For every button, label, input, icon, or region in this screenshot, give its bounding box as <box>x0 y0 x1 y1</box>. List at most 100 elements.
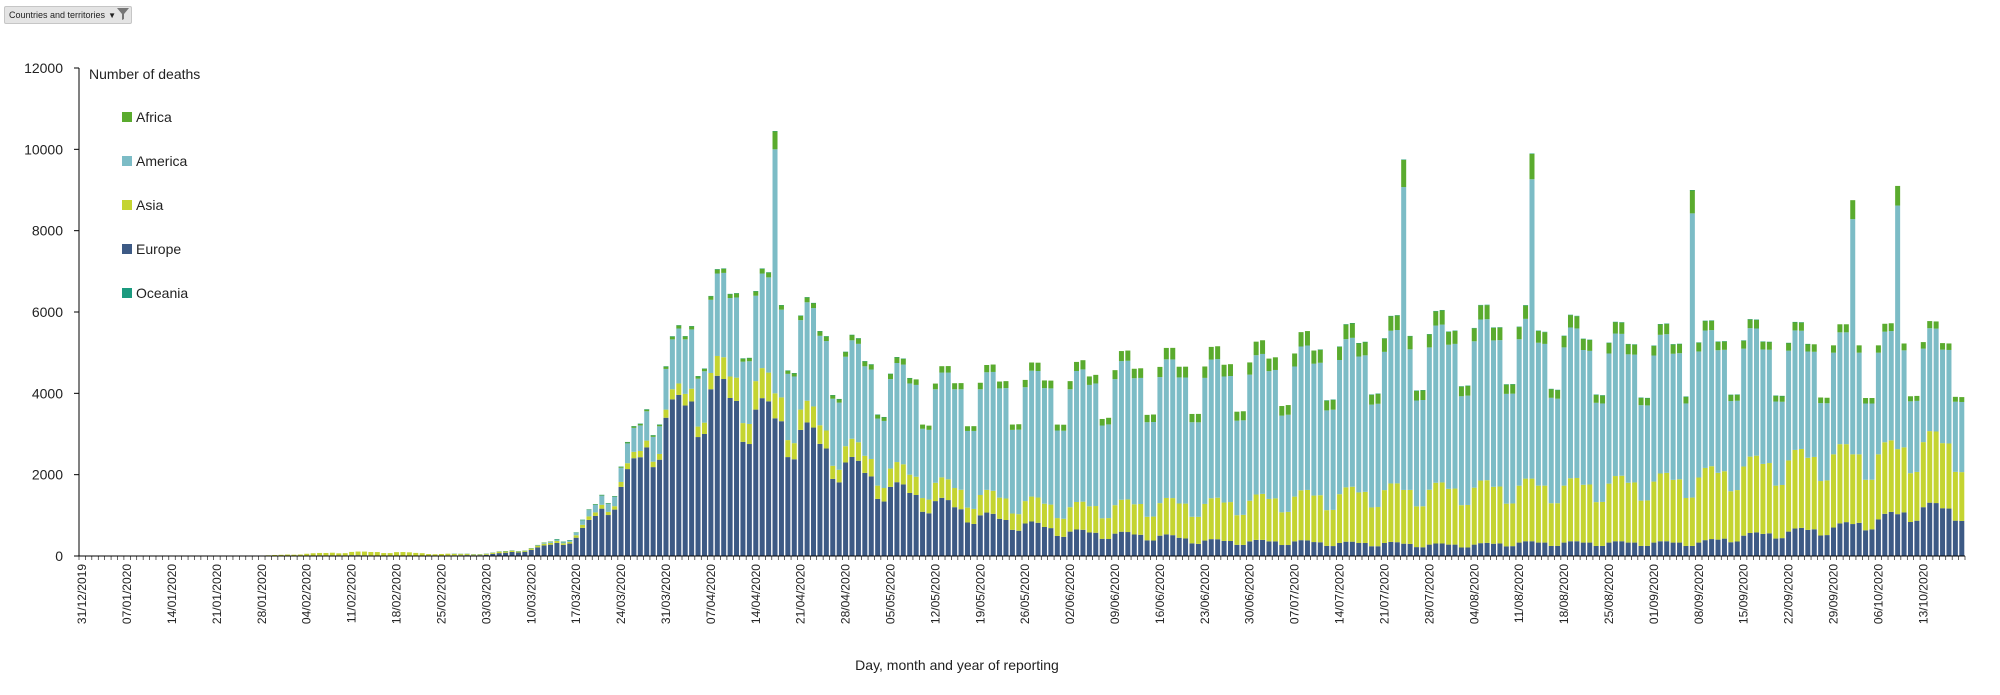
bar-segment-europe <box>624 469 630 556</box>
bar-segment-america <box>1516 339 1522 486</box>
bar-segment-asia <box>734 377 740 401</box>
bar-segment-asia <box>297 554 303 556</box>
bar-segment-asia <box>1016 514 1022 531</box>
bar-segment-america <box>1080 369 1086 502</box>
bar-segment-europe <box>778 421 784 556</box>
bar-segment-america <box>1850 219 1856 455</box>
bar-segment-europe <box>900 484 906 556</box>
bar-segment-europe <box>990 513 996 556</box>
bar-segment-america <box>1580 349 1586 485</box>
bar-segment-africa <box>778 305 784 310</box>
bar-segment-asia <box>798 409 804 430</box>
bar-segment-america <box>1131 378 1137 505</box>
bar-segment-asia <box>836 469 842 483</box>
legend-label-america: America <box>136 153 188 169</box>
x-tick-label: 14/04/2020 <box>749 564 763 624</box>
bar-segment-america <box>1401 187 1407 490</box>
bar-segment-america <box>1959 401 1965 473</box>
bar-segment-africa <box>1151 414 1156 423</box>
bar-segment-asia <box>483 553 489 555</box>
bar-segment-europe <box>843 462 849 556</box>
bar-segment-europe <box>811 427 817 556</box>
bar-segment-asia <box>644 440 650 448</box>
bar-segment-asia <box>1792 449 1798 529</box>
bar-segment-asia <box>1414 506 1420 548</box>
bar-segment-america <box>1734 400 1740 491</box>
bar-segment-africa <box>881 417 887 421</box>
bar-segment-america <box>1503 393 1509 504</box>
bar-segment-europe <box>689 401 695 556</box>
bar-segment-europe <box>708 389 714 556</box>
bar-segment-africa <box>759 268 765 274</box>
bar-segment-america <box>1337 359 1343 495</box>
bar-segment-asia <box>1567 478 1573 542</box>
bar-segment-america <box>669 339 675 390</box>
bar-segment-asia <box>1651 481 1657 543</box>
bar-segment-america <box>1260 353 1266 494</box>
bar-segment-europe <box>984 512 990 556</box>
countries-filter-button[interactable]: Countries and territories ▼ <box>4 6 133 24</box>
bar-segment-asia <box>477 554 483 556</box>
bar-segment-africa <box>1657 324 1663 335</box>
bar-segment-europe <box>1728 542 1734 556</box>
bar-segment-europe <box>932 501 938 556</box>
bar-segment-europe <box>1619 541 1625 556</box>
bar-segment-asia <box>1625 482 1631 543</box>
bar-segment-europe <box>1253 539 1259 556</box>
bar-segment-europe <box>612 509 618 556</box>
bar-segment-europe <box>1895 514 1901 556</box>
bar-segment-europe <box>1317 542 1323 556</box>
bar-segment-europe <box>1221 540 1227 556</box>
bar-segment-asia <box>368 552 374 556</box>
bar-segment-africa <box>1375 393 1381 404</box>
x-tick-label: 23/06/2020 <box>1198 564 1212 624</box>
bar-segment-asia <box>1227 502 1233 542</box>
x-tick-label: 02/06/2020 <box>1063 564 1077 624</box>
x-tick-label: 28/07/2020 <box>1422 564 1436 624</box>
bar-segment-asia <box>1048 504 1054 529</box>
bar-segment-africa <box>1041 380 1047 389</box>
bar-segment-asia <box>1805 457 1811 530</box>
bar-segment-asia <box>1747 456 1753 533</box>
bar-segment-africa <box>1856 345 1862 353</box>
bar-segment-asia <box>1208 498 1214 540</box>
legend-label-africa: Africa <box>136 109 172 125</box>
bar-segment-africa <box>1952 396 1958 402</box>
bar-segment-europe <box>849 456 855 556</box>
bar-segment-europe <box>1920 507 1926 556</box>
bar-segment-africa <box>836 399 842 403</box>
bar-segment-america <box>1362 355 1368 492</box>
bar-segment-asia <box>1734 490 1740 542</box>
bar-segment-america <box>1619 333 1625 476</box>
bar-segment-africa <box>1503 384 1509 394</box>
bar-segment-america <box>1183 377 1189 504</box>
bar-segment-america <box>1606 353 1612 484</box>
bar-segment-africa <box>1343 324 1349 340</box>
bar-segment-asia <box>1029 496 1035 522</box>
bar-segment-europe <box>894 482 900 556</box>
bar-segment-africa <box>811 303 817 309</box>
bar-segment-asia <box>1471 487 1477 545</box>
bar-segment-europe <box>1298 540 1304 556</box>
bar-segment-asia <box>1555 503 1561 546</box>
bar-segment-asia <box>823 430 829 449</box>
bar-segment-africa <box>734 293 740 298</box>
bar-segment-america <box>1811 351 1817 457</box>
bar-segment-africa <box>1414 390 1420 401</box>
bar-segment-asia <box>746 423 752 445</box>
bar-segment-asia <box>1715 472 1721 540</box>
bar-segment-africa <box>945 366 951 373</box>
bar-segment-asia <box>637 450 643 458</box>
bar-segment-asia <box>1779 484 1785 539</box>
bar-segment-asia <box>278 554 284 556</box>
bar-segment-asia <box>849 438 855 457</box>
bar-segment-america <box>1548 397 1554 504</box>
bar-segment-asia <box>1279 512 1285 546</box>
bar-segment-europe <box>1247 541 1253 556</box>
x-tick-label: 18/02/2020 <box>390 564 404 624</box>
bar-segment-asia <box>1895 449 1901 515</box>
bar-segment-europe <box>1118 531 1124 556</box>
bar-segment-europe <box>1516 542 1522 556</box>
bar-segment-europe <box>1555 545 1561 556</box>
bar-segment-asia <box>971 508 977 524</box>
